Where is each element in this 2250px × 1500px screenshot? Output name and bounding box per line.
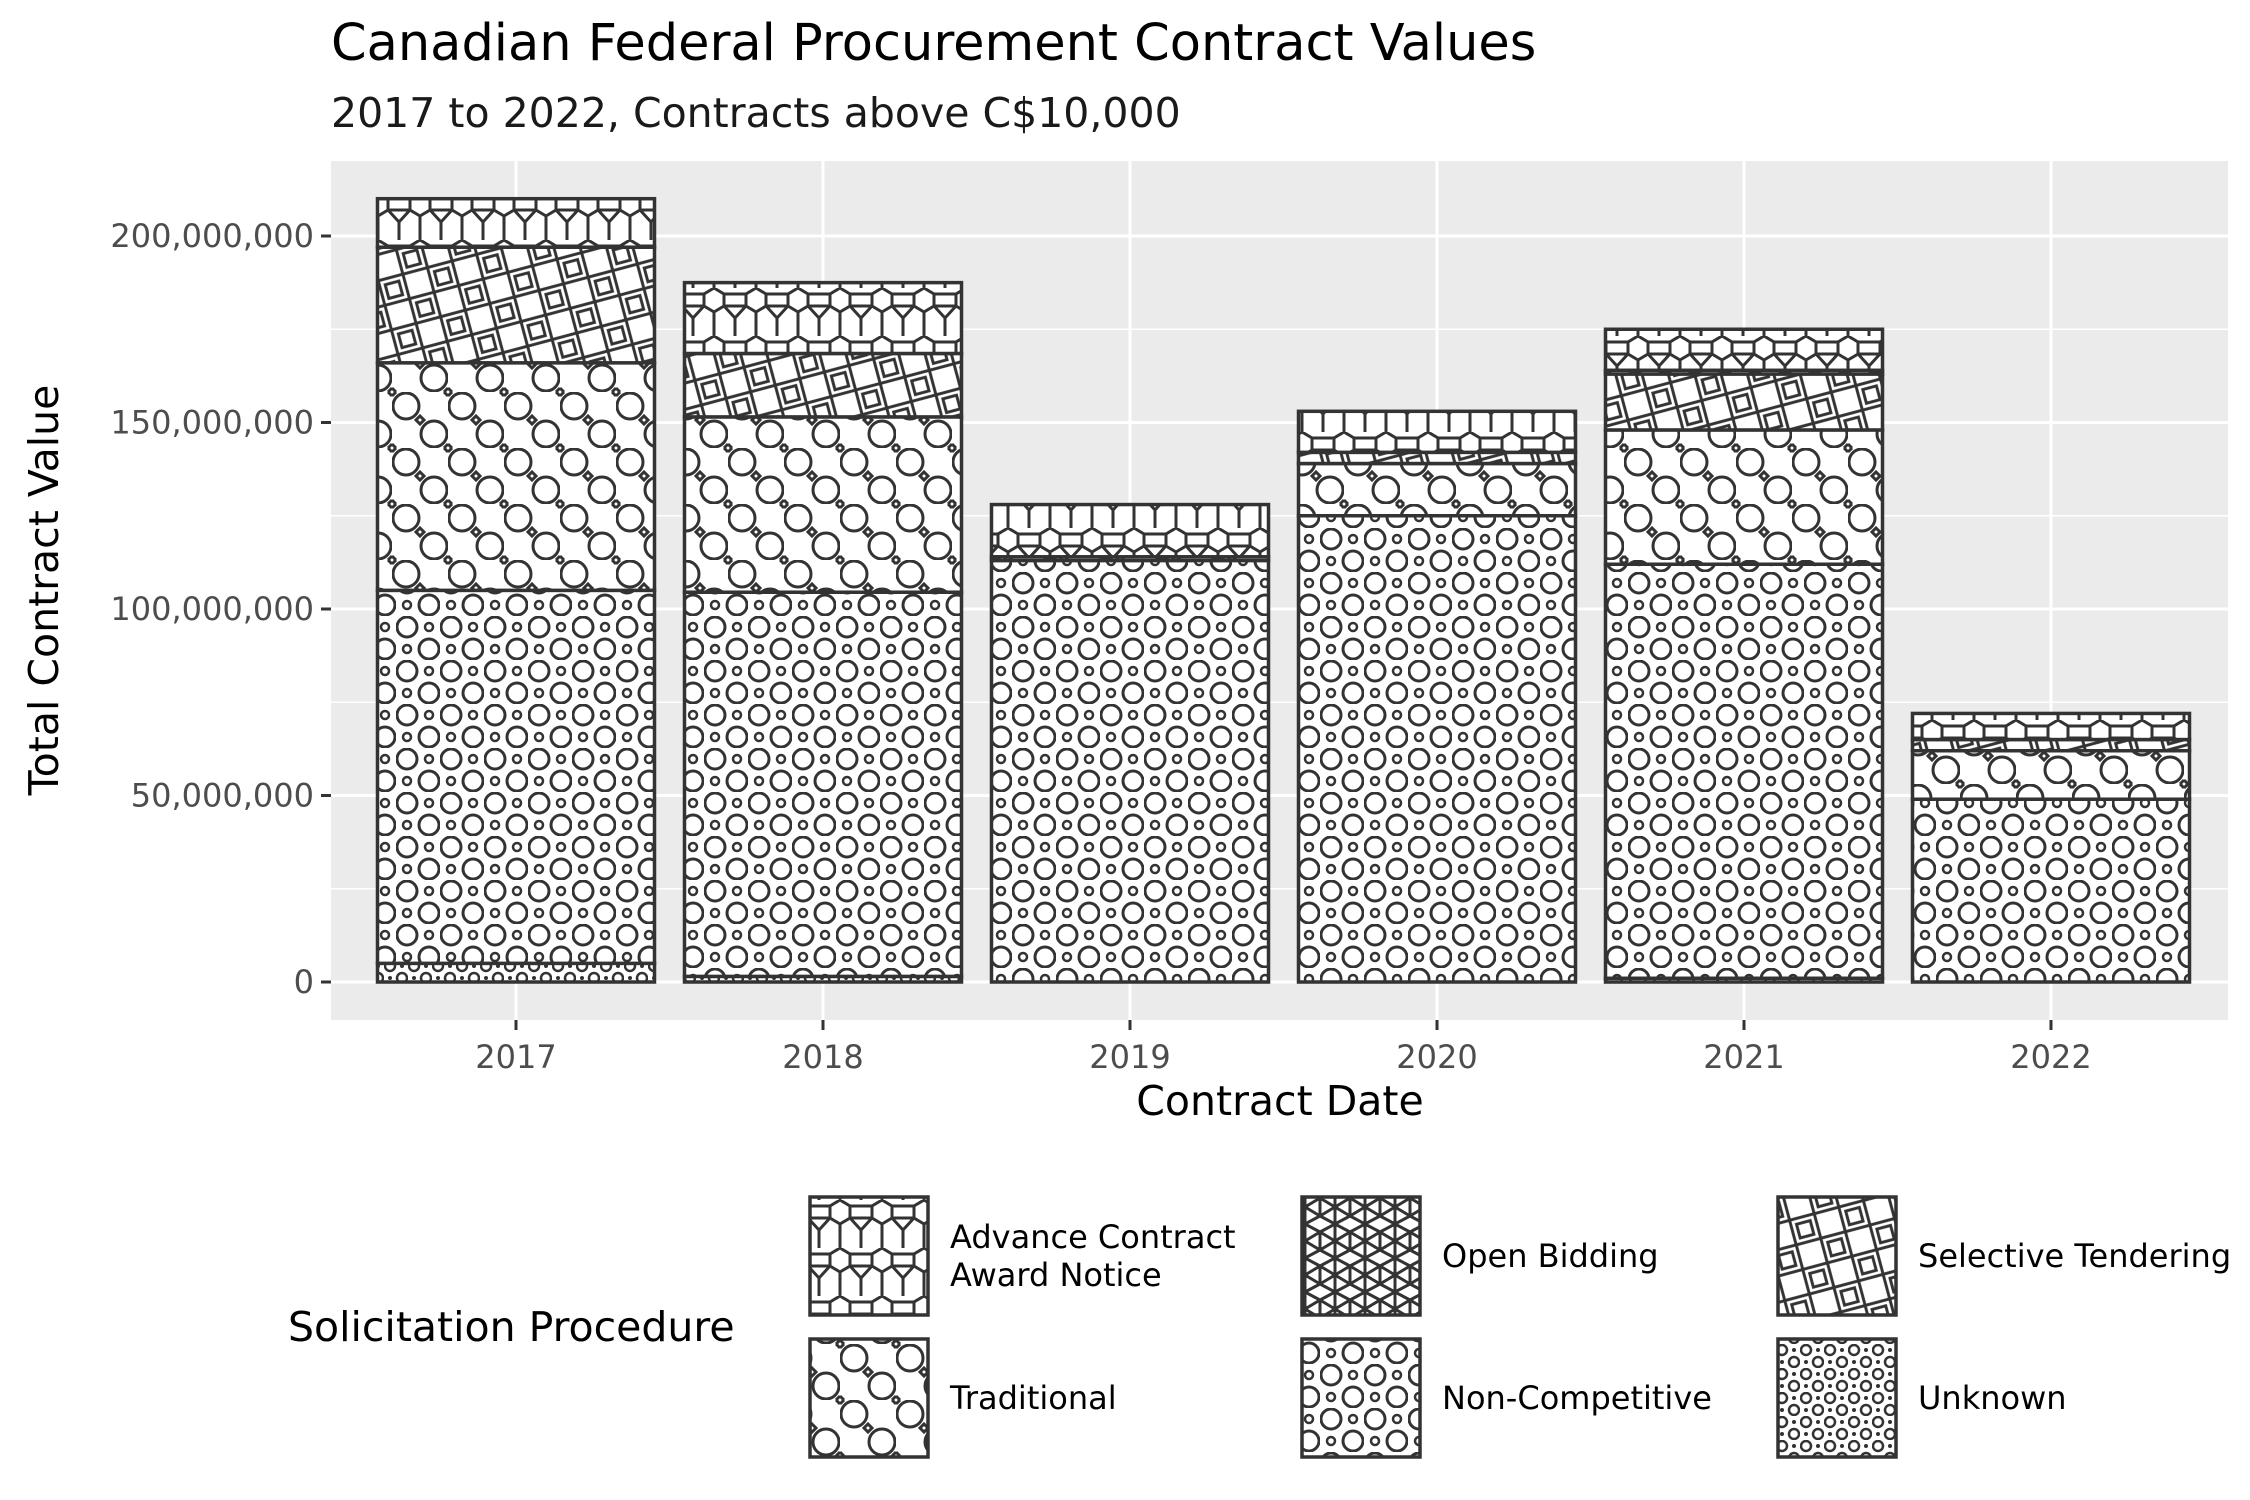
bar-stack-2019: [989, 502, 1271, 984]
legend-label: Traditional: [949, 1379, 1117, 1417]
x-tick-label: 2022: [2010, 1038, 2091, 1076]
bar-2020-non-competitive: [1296, 514, 1578, 984]
legend-key: [1776, 1337, 1898, 1459]
y-tick-label: 150,000,000: [110, 404, 314, 442]
bar-2018-advance-contract-award-notice: [682, 280, 964, 356]
x-tick-label: 2018: [782, 1038, 863, 1076]
bar-2021-traditional: [1603, 428, 1885, 566]
bar-2021-selective-tendering: [1603, 372, 1885, 432]
bar-2017-non-competitive: [375, 588, 657, 966]
bar-2017-selective-tendering: [375, 245, 657, 365]
legend-label: Unknown: [1918, 1379, 2067, 1417]
bar-2020-advance-contract-award-notice: [1296, 409, 1578, 455]
y-axis-title: Total Contract Value: [20, 385, 68, 797]
y-tick-label: 100,000,000: [110, 590, 314, 628]
legend-item-open-bidding: Open Bidding: [1300, 1195, 1659, 1317]
bar-stack-2021: [1603, 327, 1885, 984]
bar-2022-non-competitive: [1910, 797, 2192, 984]
bar-2021-advance-contract-award-notice: [1603, 327, 1885, 373]
bar-2017-unknown: [375, 961, 657, 984]
bar-2020-traditional: [1296, 461, 1578, 518]
x-axis: 2017 2018 2019 2020 2021 2022: [475, 1020, 2092, 1076]
x-tick-label: 2020: [1396, 1038, 1477, 1076]
bar-stack-2017: [375, 196, 657, 984]
bar-2022-advance-contract-award-notice: [1910, 711, 2192, 742]
bar-2017-advance-contract-award-notice: [375, 196, 657, 249]
bar-2018-traditional: [682, 415, 964, 594]
legend-item-unknown: Unknown: [1776, 1337, 2067, 1459]
legend-item-traditional: Traditional: [808, 1337, 1117, 1459]
legend-label: Non-Competitive: [1442, 1379, 1712, 1417]
bar-stack-2018: [682, 280, 964, 984]
x-tick-label: 2017: [475, 1038, 556, 1076]
legend-item-selective-tendering: Selective Tendering: [1776, 1195, 2231, 1317]
legend-key: [1300, 1195, 1422, 1317]
bar-stack-2022: [1910, 711, 2192, 984]
legend-title: Solicitation Procedure: [288, 1303, 735, 1351]
x-tick-label: 2019: [1089, 1038, 1170, 1076]
y-axis: 0 50,000,000 100,000,000 150,000,000 200,000…: [110, 217, 331, 1001]
legend-key: [808, 1195, 930, 1317]
bars: [375, 196, 2192, 984]
bar-2019-advance-contract-award-notice: [989, 502, 1271, 559]
legend-label: Advance Contract: [950, 1218, 1236, 1256]
bar-stack-2020: [1296, 409, 1578, 984]
legend-item-non-competitive: Non-Competitive: [1300, 1337, 1712, 1459]
x-axis-title: Contract Date: [1136, 1077, 1423, 1125]
chart-title: Canadian Federal Procurement Contract Va…: [331, 14, 1536, 73]
bar-2019-non-competitive: [989, 558, 1271, 984]
legend-key: [808, 1337, 930, 1459]
bar-2018-selective-tendering: [682, 351, 964, 419]
y-tick-label: 200,000,000: [110, 217, 314, 255]
legend: Solicitation Procedure Advance ContractA…: [288, 1195, 2231, 1459]
legend-key: [1300, 1337, 1422, 1459]
legend-label: Award Notice: [950, 1256, 1162, 1294]
x-tick-label: 2021: [1703, 1038, 1784, 1076]
y-tick-label: 0: [294, 963, 314, 1001]
chart-subtitle: 2017 to 2022, Contracts above C$10,000: [331, 89, 1181, 137]
legend-label: Selective Tendering: [1918, 1237, 2231, 1275]
bar-2017-traditional: [375, 361, 657, 593]
legend-key: [1776, 1195, 1898, 1317]
y-tick-label: 50,000,000: [131, 777, 314, 815]
bar-2022-traditional: [1910, 748, 2192, 801]
bar-2018-non-competitive: [682, 590, 964, 979]
legend-label: Open Bidding: [1442, 1237, 1659, 1275]
bar-2021-non-competitive: [1603, 562, 1885, 981]
